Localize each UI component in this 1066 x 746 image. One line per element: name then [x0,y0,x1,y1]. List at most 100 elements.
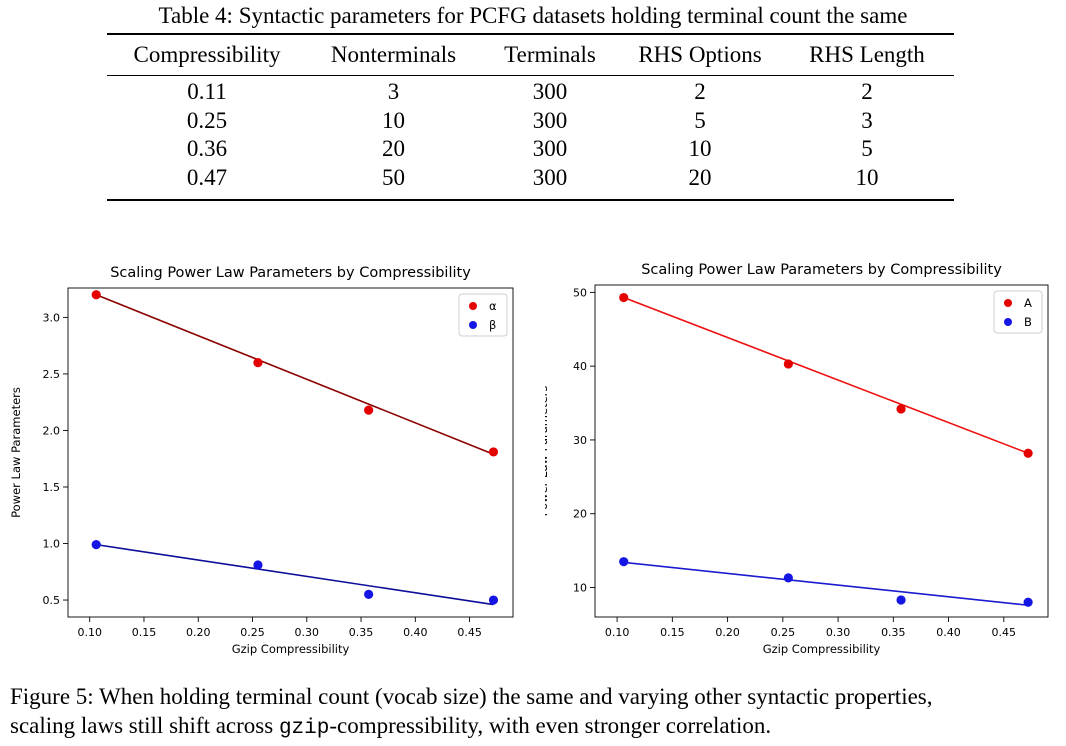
data-point [896,404,906,414]
data-point [1023,597,1033,607]
table-cell: 10 [688,136,712,161]
y-tick-label: 30 [573,434,587,447]
chart-title: Scaling Power Law Parameters by Compress… [110,265,471,281]
data-point [91,540,101,550]
data-point [619,557,629,567]
x-tick-label: 0.35 [881,626,906,639]
table-top-rule [107,33,954,35]
column-header: RHS Length [809,42,925,67]
table-cell: 2 [694,79,706,104]
alpha-beta-chart-svg: Scaling Power Law Parameters by Compress… [9,265,514,656]
caption-line-1: Figure 5: When holding terminal count (v… [10,684,933,709]
data-point [783,573,793,583]
table-cell: 300 [532,164,568,190]
data-point [488,595,499,605]
y-tick-label: 50 [573,286,587,299]
y-tick-label: 40 [573,360,587,373]
table-cell: 20 [382,136,405,161]
x-tick-label: 0.45 [992,626,1017,639]
table-cell: 20 [688,164,712,190]
x-tick-label: 0.10 [77,626,102,639]
fit-line-lower [96,543,494,606]
y-tick-label: 2.5 [43,368,61,381]
data-point [364,405,374,415]
data-point [91,290,101,300]
data-point [488,447,499,457]
a-b-chart: Scaling Power Law Parameters by Compress… [536,255,1060,665]
x-tick-label: 0.45 [457,626,482,639]
table-mid-rule [107,75,954,76]
legend-box [458,293,508,337]
column-header: Nonterminals [330,42,457,67]
caption-code: gzip [278,717,330,740]
table-header-row: Compressibility Nonterminals Terminals R… [107,35,954,75]
legend-label: β [489,318,496,332]
legend-marker [469,321,477,329]
table-row: 0.47 50 300 20 10 [107,164,954,193]
data-point [783,359,793,369]
x-tick-label: 0.10 [605,626,630,639]
table-cell: 5 [694,107,706,133]
data-point [253,560,263,570]
table-cell: 3 [861,107,873,133]
table-cell: 0.11 [187,79,227,104]
x-tick-label: 0.30 [826,626,851,639]
fit-line-upper [95,294,494,455]
y-tick-label: 10 [573,581,587,594]
parameters-table: Compressibility Nonterminals Terminals R… [107,33,954,201]
data-point [364,589,374,599]
plot-frame [594,284,1049,618]
data-point [896,595,906,605]
table-bottom-rule [107,199,954,201]
legend-marker [1004,318,1012,326]
x-tick-label: 0.30 [295,626,320,639]
x-tick-label: 0.25 [771,626,796,639]
table-row: 0.25 10 300 5 3 [107,107,954,136]
table-cell: 0.47 [186,164,228,190]
table-cell: 300 [532,136,568,161]
table-cell: 300 [532,79,568,104]
table-caption: Table 4: Syntactic parameters for PCFG d… [158,3,908,28]
y-tick-label: 1.0 [43,538,61,551]
legend-label: B [1024,315,1032,329]
x-tick-label: 0.25 [240,626,265,639]
y-axis-label: Power Law Parameters [10,387,23,518]
table-row: 0.36 20 300 10 5 [107,135,954,164]
table-cell: 10 [382,107,405,133]
plot-frame [67,287,514,618]
table-cell: 0.25 [186,107,228,133]
y-tick-label: 3.0 [43,311,61,324]
figure-caption: Figure 5: When holding terminal count (v… [10,682,1060,743]
x-tick-label: 0.40 [403,626,428,639]
x-tick-label: 0.15 [660,626,685,639]
table-cell: 2 [861,79,873,104]
x-tick-label: 0.20 [186,626,211,639]
column-header: Compressibility [133,42,281,67]
table-cell: 3 [387,79,400,104]
data-point [253,358,263,368]
y-axis-label: Power Law Parameters [545,386,550,517]
x-tick-label: 0.35 [349,626,374,639]
x-tick-label: 0.40 [936,626,961,639]
x-tick-label: 0.15 [132,626,157,639]
table-cell: 0.36 [186,136,228,161]
y-tick-label: 0.5 [43,594,61,607]
fit-line-lower [623,561,1029,606]
caption-text: -compressibility, with even stronger cor… [329,713,772,738]
column-header: Terminals [504,42,596,67]
x-axis-label: Gzip Compressibility [232,642,350,656]
x-tick-label: 0.20 [715,626,740,639]
y-tick-label: 20 [573,508,587,521]
table-cell: 50 [382,164,405,190]
column-header: RHS Options [638,42,762,67]
x-axis-label: Gzip Compressibility [763,642,881,656]
legend-box [993,290,1043,334]
y-tick-label: 1.5 [43,481,61,494]
data-point [1023,448,1033,458]
table-row: 0.11 3 300 2 2 [107,78,954,107]
alpha-beta-chart: Scaling Power Law Parameters by Compress… [9,255,530,665]
table-cell: 5 [861,136,873,161]
data-point [619,292,629,303]
chart-title: Scaling Power Law Parameters by Compress… [641,262,1002,278]
y-tick-label: 2.0 [43,424,61,437]
